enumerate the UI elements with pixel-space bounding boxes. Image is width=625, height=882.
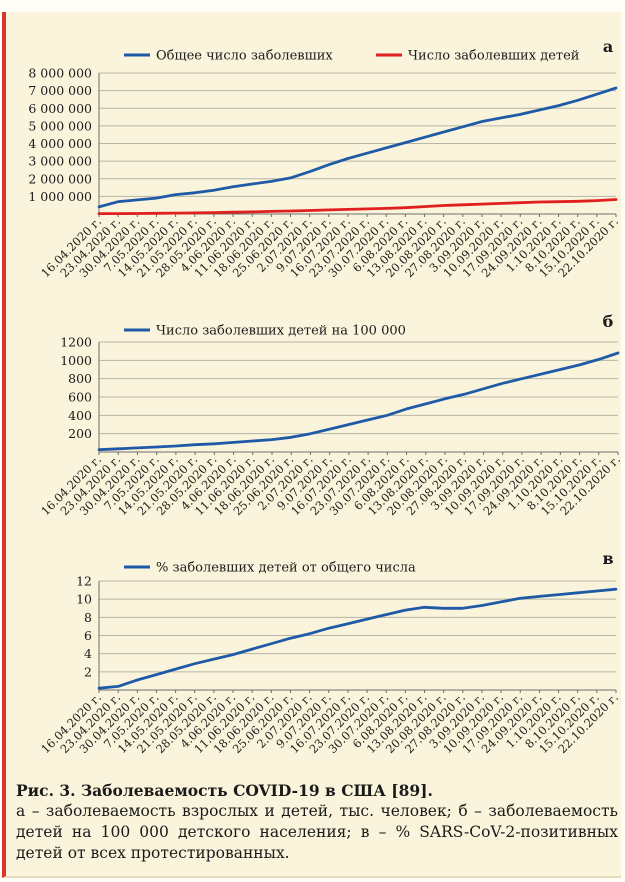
caption-body: а – заболеваемость взрослых и детей, тыс… (16, 802, 618, 862)
y-tick-label: 5 000 000 (28, 118, 92, 133)
legend-label: % заболевших детей от общего числа (156, 561, 416, 576)
y-tick-label: 800 (68, 371, 92, 386)
y-tick-label: 2 000 000 (28, 171, 92, 186)
series-line-2 (97, 198, 618, 216)
charts-canvas: 1 000 000 2 000 000 3 000 000 4 000 000 5 00… (28, 37, 623, 756)
y-tick-label: 200 (68, 426, 92, 441)
y-tick-label: 4 (84, 646, 92, 661)
series-line-1 (97, 86, 618, 209)
y-tick-label: 1200 (60, 335, 92, 350)
y-tick-label: 6 000 000 (28, 101, 92, 116)
figure: 1 000 000 2 000 000 3 000 000 4 000 000 5 00… (2, 12, 623, 878)
caption-title: Рис. 3. Заболеваемость COVID-19 в США [8… (16, 781, 433, 800)
y-tick-label: 8 (84, 610, 92, 625)
legend-label: Общее число заболевших (156, 49, 333, 64)
panel-letter: а (603, 37, 613, 56)
chart-panel-1: 1 000 000 2 000 000 3 000 000 4 000 000 5 00… (28, 37, 621, 280)
y-tick-label: 8 000 000 (28, 66, 92, 81)
series-line-1 (97, 351, 620, 452)
y-tick-label: 4 000 000 (28, 136, 92, 151)
panel-letter: б (603, 312, 614, 331)
y-tick-label: 1 000 000 (28, 189, 92, 204)
y-tick-label: 2 (84, 664, 92, 679)
figure-caption: Рис. 3. Заболеваемость COVID-19 в США [8… (16, 780, 618, 864)
panel-letter: в (602, 549, 613, 568)
y-tick-label: 400 (68, 408, 92, 423)
y-tick-label: 600 (68, 390, 92, 405)
y-tick-label: 10 (76, 592, 92, 607)
series-line-1 (97, 587, 618, 690)
y-tick-label: 3 000 000 (28, 154, 92, 169)
y-tick-label: 1000 (60, 353, 92, 368)
legend-label: Число заболевших детей (408, 49, 579, 64)
y-tick-label: 12 (76, 574, 92, 589)
legend-label: Число заболевших детей на 100 000 (156, 324, 406, 339)
y-tick-label: 7 000 000 (28, 83, 92, 98)
y-tick-label: 6 (84, 628, 92, 643)
